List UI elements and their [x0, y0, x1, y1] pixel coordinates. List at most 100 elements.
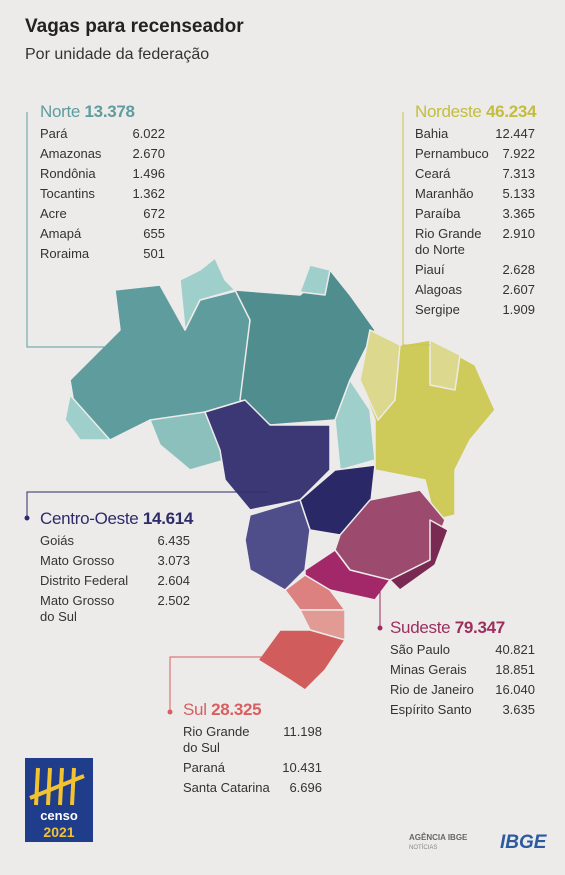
agency-sub: NOTÍCIAS [409, 844, 437, 851]
state-name: Mato Grosso [40, 553, 115, 568]
state-row: Mato Grosso 3.073 [40, 553, 190, 569]
state-value: 3.365 [502, 206, 535, 221]
state-row: Alagoas 2.607 [415, 282, 535, 298]
state-row: Distrito Federal 2.604 [40, 573, 190, 589]
state-row: Paraná 10.431 [183, 760, 322, 776]
state-value: 40.821 [495, 642, 535, 657]
state-row: Amapá 655 [40, 226, 165, 242]
state-name: Alagoas [415, 282, 462, 297]
state-value: 18.851 [495, 662, 535, 677]
region-name: Sul [183, 700, 207, 719]
region: Centro-Oeste 14.614 Goiás 6.435 Mato Grosso… [40, 509, 193, 625]
acre [64, 394, 111, 441]
state-name: Amazonas [40, 146, 102, 161]
logo-year: 2021 [43, 824, 74, 840]
parana [284, 574, 346, 611]
state-name: São Paulo [390, 642, 450, 657]
state-value: 2.910 [502, 226, 535, 241]
state-row: Acre 672 [40, 206, 165, 222]
state-row: Amazonas 2.670 [40, 146, 165, 162]
state-row: Rondônia 1.496 [40, 166, 165, 182]
state-value: 2.670 [132, 146, 165, 161]
state-value: 7.313 [502, 166, 535, 181]
state-row: Pará 6.022 [40, 126, 165, 142]
state-row: Rio Grande do Norte 2.910 [415, 226, 535, 258]
state-name: Amapá [40, 226, 82, 241]
state-value: 5.133 [502, 186, 535, 201]
state-row: Espírito Santo 3.635 [390, 702, 535, 718]
ceara [429, 339, 461, 391]
state-value: 2.502 [157, 593, 190, 608]
state-value: 1.362 [132, 186, 165, 201]
logo-text: censo [40, 808, 78, 823]
maranhao [359, 329, 401, 421]
state-row: São Paulo 40.821 [390, 642, 535, 658]
mato-grosso-do-sul [244, 499, 311, 591]
mato-grosso [204, 399, 331, 511]
state-row: Sergipe 1.909 [415, 302, 535, 318]
state-value: 672 [143, 206, 165, 221]
state-row: Mato Grosso do Sul 2.502 [40, 593, 190, 625]
dot [167, 709, 173, 715]
state-name: Santa Catarina [183, 780, 270, 795]
state-row: Rio de Janeiro 16.040 [390, 682, 535, 698]
state-name: Espírito Santo [390, 702, 472, 717]
region-total: 13.378 [84, 102, 136, 121]
region-name: Sudeste [390, 618, 451, 637]
region-total: 79.347 [454, 618, 506, 637]
state-name: Pernambuco [415, 146, 489, 161]
region: Norte 13.378 Pará 6.022 Amazonas 2.670 Rondôn… [40, 102, 165, 262]
state-value: 2.628 [502, 262, 535, 277]
state-name: Rondônia [40, 166, 96, 181]
state-name: Roraima [40, 246, 90, 261]
state-name: Acre [40, 206, 67, 221]
connector [26, 112, 178, 348]
state-value: 7.922 [502, 146, 535, 161]
dot [24, 515, 30, 521]
region: Nordeste 46.234 Bahia 12.447 Pernambuco 7.92… [415, 102, 537, 318]
state-value: 2.604 [157, 573, 190, 588]
subtitle: Por unidade da federação [25, 46, 210, 63]
state-name: Piauí [415, 262, 445, 277]
state-name: Rio Grande do Norte [415, 226, 482, 257]
state-row: Rio Grande do Sul 11.198 [183, 724, 322, 756]
connector [402, 112, 430, 346]
state-name: Pará [40, 126, 68, 141]
region-header: Centro-Oeste 14.614 [40, 509, 193, 529]
state-value: 655 [143, 226, 165, 241]
agency: AGÊNCIA IBGE [409, 833, 468, 842]
title: Vagas para recenseador [25, 16, 244, 37]
state-row: Santa Catarina 6.696 [183, 780, 322, 796]
dot [377, 625, 383, 631]
state-name: Rio Grande do Sul [183, 724, 250, 755]
region-name: Norte [40, 102, 81, 121]
state-row: Piauí 2.628 [415, 262, 535, 278]
state-name: Maranhão [415, 186, 474, 201]
connector [26, 491, 268, 518]
state-name: Ceará [415, 166, 451, 181]
tocantins [334, 379, 376, 471]
region-total: 28.325 [211, 700, 262, 719]
connector [169, 656, 265, 712]
state-value: 2.607 [502, 282, 535, 297]
rondonia [149, 411, 226, 471]
state-row: Pernambuco 7.922 [415, 146, 535, 162]
region-header: Sul 28.325 [183, 700, 322, 720]
region-name: Nordeste [415, 102, 482, 121]
state-value: 16.040 [495, 682, 535, 697]
state-row: Goiás 6.435 [40, 533, 190, 549]
state-row: Minas Gerais 18.851 [390, 662, 535, 678]
state-value: 3.635 [502, 702, 535, 717]
state-value: 1.496 [132, 166, 165, 181]
state-value: 12.447 [495, 126, 535, 141]
state-name: Sergipe [415, 302, 460, 317]
state-value: 6.696 [289, 780, 322, 795]
amapa [299, 264, 331, 296]
state-name: Minas Gerais [390, 662, 467, 677]
state-value: 6.022 [132, 126, 165, 141]
ibge-logo: IBGE [500, 832, 548, 853]
logo-stripes [29, 767, 85, 806]
state-value: 11.198 [283, 724, 322, 739]
